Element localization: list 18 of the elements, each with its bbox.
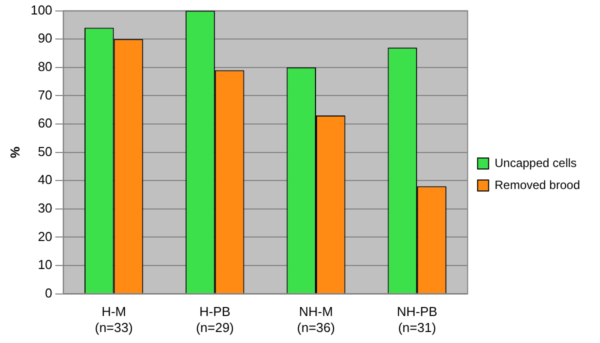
y-tick-label: 30	[38, 200, 52, 216]
y-tick-label: 0	[45, 285, 52, 300]
y-tick-label: 10	[38, 257, 52, 272]
y-tick-label: 60	[38, 116, 52, 131]
legend-label: Uncapped cells	[494, 156, 577, 170]
x-tick-label: NH-M (n=36)	[297, 304, 335, 335]
y-tick-label: 90	[38, 30, 52, 46]
x-tick-label: H-M (n=33)	[94, 304, 133, 335]
y-tick-label: 70	[38, 87, 52, 102]
y-tick-label: 20	[38, 228, 52, 244]
y-tick-label: 50	[38, 144, 52, 159]
legend-label: Removed brood	[494, 178, 580, 192]
y-axis-title: %	[7, 146, 22, 158]
x-tick-label: NH-PB (n=31)	[396, 304, 438, 335]
y-tick-label: 100	[30, 2, 52, 18]
y-tick-label: 80	[38, 58, 52, 74]
x-tick-label: H-PB (n=29)	[196, 304, 234, 335]
y-tick-label: 40	[38, 172, 52, 188]
